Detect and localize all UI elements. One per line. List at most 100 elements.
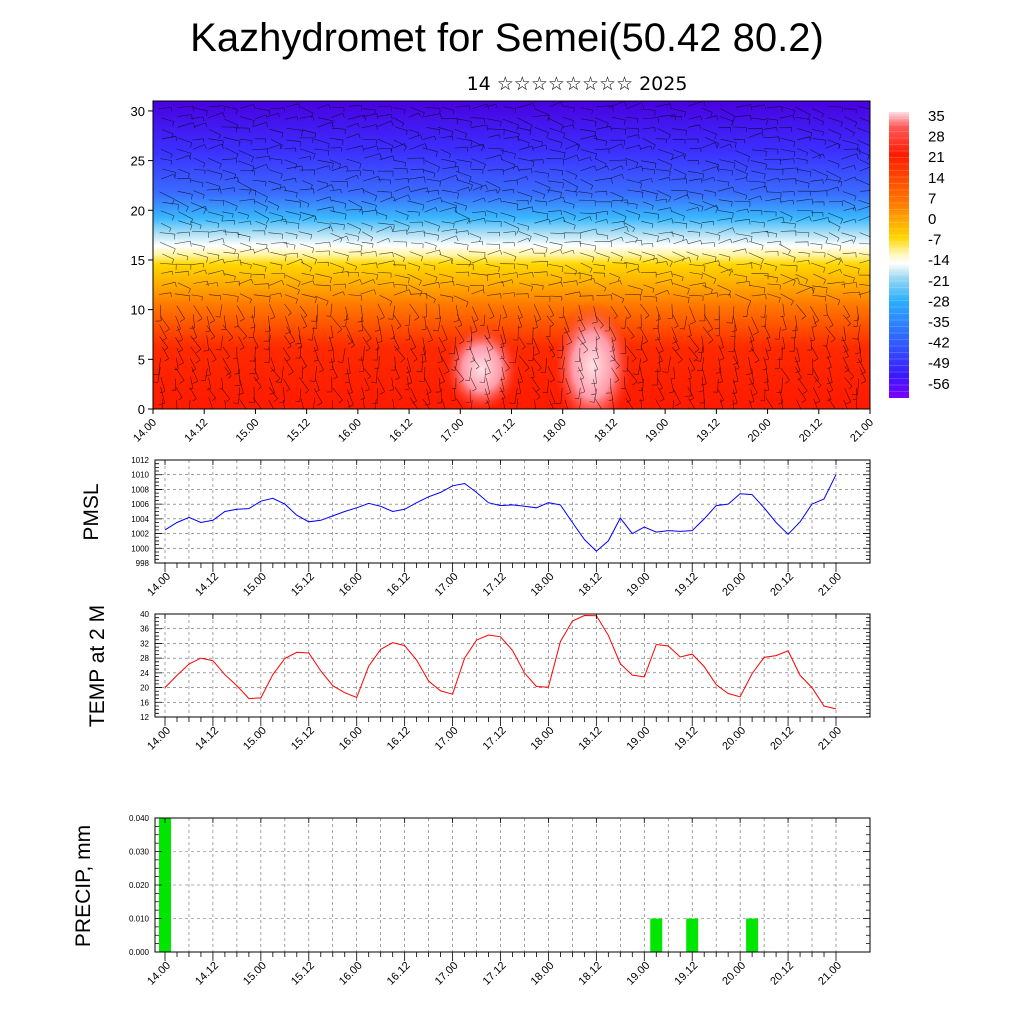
temp-y-tick-label: 24 [140, 669, 149, 678]
temp-y-tick-label: 28 [140, 654, 149, 663]
heatmap-y-tick-label: 10 [131, 303, 145, 318]
pmsl-x-tick-label: 20.00 [720, 571, 748, 599]
pmsl-x-tick-label: 14.00 [145, 571, 173, 599]
pmsl-y-tick-label: 1012 [131, 456, 149, 465]
pmsl-x-tick-label: 17.00 [433, 571, 461, 599]
pmsl-y-tick-label: 1006 [131, 500, 149, 509]
precip-bar [650, 918, 663, 952]
precip-grid [155, 817, 870, 953]
hot-core [552, 294, 633, 409]
temp-y-tick-label: 32 [140, 639, 149, 648]
heatmap-y-tick-label: 20 [131, 203, 145, 218]
precip-x-tick-label: 20.00 [720, 960, 748, 988]
pmsl-x-tick-label: 18.12 [577, 571, 605, 599]
temp-x-tick-label: 17.00 [433, 725, 461, 753]
heatmap-x-tick-label: 18.00 [541, 417, 569, 445]
temp-x-tick-label: 21.00 [816, 725, 844, 753]
pmsl-x-tick-label: 17.12 [481, 571, 509, 599]
colorbar-label: -7 [928, 232, 941, 249]
temp-panel: 12 16 20 24 28 32 36 40 14.00 14.12 15.00 15.12 16.0… [86, 605, 871, 753]
precip-ticks [155, 817, 870, 961]
temp-ticks [155, 613, 870, 726]
heatmap-x-tick-label: 17.12 [490, 417, 518, 445]
heatmap-x-tick-label: 19.12 [695, 417, 723, 445]
temp-x-tick-label: 15.12 [289, 725, 317, 753]
temp-y-tick-label: 12 [140, 713, 149, 722]
heatmap-y-tick-label: 30 [131, 104, 145, 119]
precip-x-tick-label: 17.12 [481, 960, 509, 988]
temp-x-tick-label: 19.00 [624, 725, 652, 753]
temp-x-tick-label: 17.12 [481, 725, 509, 753]
heatmap-x-tick-label: 14.12 [182, 417, 210, 445]
heatmap-x-tick-label: 20.12 [797, 417, 825, 445]
precip-x-tick-label: 18.00 [529, 960, 557, 988]
precip-x-tick-label: 14.12 [193, 960, 221, 988]
temp-grid [155, 613, 870, 718]
precip-panel: 0.000 0.010 0.020 0.030 0.040 14.00 14.12 15.00… [72, 814, 871, 988]
pmsl-x-tick-label: 14.12 [193, 571, 221, 599]
pmsl-series-line [164, 474, 837, 552]
pmsl-y-tick-label: 1002 [131, 530, 149, 539]
pmsl-grid [155, 459, 870, 564]
precip-x-tick-label: 19.00 [624, 960, 652, 988]
colorbar-label: 0 [928, 211, 936, 228]
pmsl-y-tick-label: 1004 [131, 515, 149, 524]
precip-y-tick-label: 0.040 [129, 814, 150, 823]
pmsl-x-tick-label: 16.12 [385, 571, 413, 599]
precip-x-tick-label: 16.00 [337, 960, 365, 988]
pmsl-y-axis-label: PMSL [80, 483, 103, 540]
temp-y-tick-label: 40 [140, 610, 149, 619]
temp-y-axis-label: TEMP at 2 M [86, 605, 109, 727]
heatmap-x-tick-label: 20.00 [746, 417, 774, 445]
colorbar-label: -35 [928, 314, 950, 331]
pmsl-y-tick-label: 998 [136, 559, 150, 568]
precip-x-tick-label: 15.12 [289, 960, 317, 988]
precip-y-tick-label: 0.030 [129, 848, 150, 857]
page-title: Kazhydromet for Semei(50.42 80.2) [190, 16, 824, 60]
colorbar-label: 21 [928, 149, 945, 166]
precip-y-tick-label: 0.010 [129, 915, 150, 924]
wind-barbs [153, 101, 870, 409]
heatmap-y-tick-label: 5 [138, 352, 145, 367]
pmsl-frame [154, 459, 871, 564]
colorbar [889, 112, 909, 398]
heatmap-x-tick-label: 14.00 [131, 417, 159, 445]
temp-x-tick-label: 14.12 [193, 725, 221, 753]
pmsl-x-tick-label: 19.12 [672, 571, 700, 599]
heatmap-x-tick-label: 15.00 [234, 417, 262, 445]
colorbar-label: 7 [928, 190, 936, 207]
colorbar-divisions [889, 118, 909, 392]
temp-x-tick-label: 14.00 [145, 725, 173, 753]
precip-x-tick-label: 16.12 [385, 960, 413, 988]
precip-x-tick-label: 18.12 [577, 960, 605, 988]
temp-x-tick-label: 19.12 [672, 725, 700, 753]
pmsl-x-tick-label: 19.00 [624, 571, 652, 599]
colorbar-label: -14 [928, 252, 950, 269]
colorbar-label: -21 [928, 273, 950, 290]
heatmap-x-tick-label: 21.00 [848, 417, 876, 445]
heatmap-x-tick-label: 16.12 [387, 417, 415, 445]
pmsl-x-tick-label: 21.00 [816, 571, 844, 599]
heatmap-x-tick-label: 16.00 [336, 417, 364, 445]
pmsl-y-tick-label: 1010 [131, 471, 149, 480]
temp-y-tick-label: 20 [140, 684, 149, 693]
colorbar-label: 14 [928, 170, 945, 187]
colorbar-label: -49 [928, 355, 950, 372]
temp-y-tick-label: 16 [140, 698, 149, 707]
heatmap-x-tick-label: 18.12 [592, 417, 620, 445]
pmsl-ticks [155, 459, 870, 572]
precip-bar [746, 918, 759, 952]
pmsl-panel: 998 1000 1002 1004 1006 1008 1010 1012 14.00 14.1… [80, 456, 871, 599]
heatmap-y-tick-label: 25 [131, 154, 145, 169]
pmsl-y-tick-label: 1008 [131, 485, 149, 494]
temp-x-tick-label: 18.00 [529, 725, 557, 753]
pmsl-y-tick-label: 1000 [131, 544, 149, 553]
precip-x-tick-label: 21.00 [816, 960, 844, 988]
temp-x-tick-label: 20.00 [720, 725, 748, 753]
heatmap-y-tick-label: 0 [138, 402, 145, 417]
colorbar-label: -42 [928, 335, 950, 352]
precip-x-tick-label: 19.12 [672, 960, 700, 988]
heatmap-x-tick-label: 19.00 [643, 417, 671, 445]
heatmap-x-tick-label: 15.12 [285, 417, 313, 445]
